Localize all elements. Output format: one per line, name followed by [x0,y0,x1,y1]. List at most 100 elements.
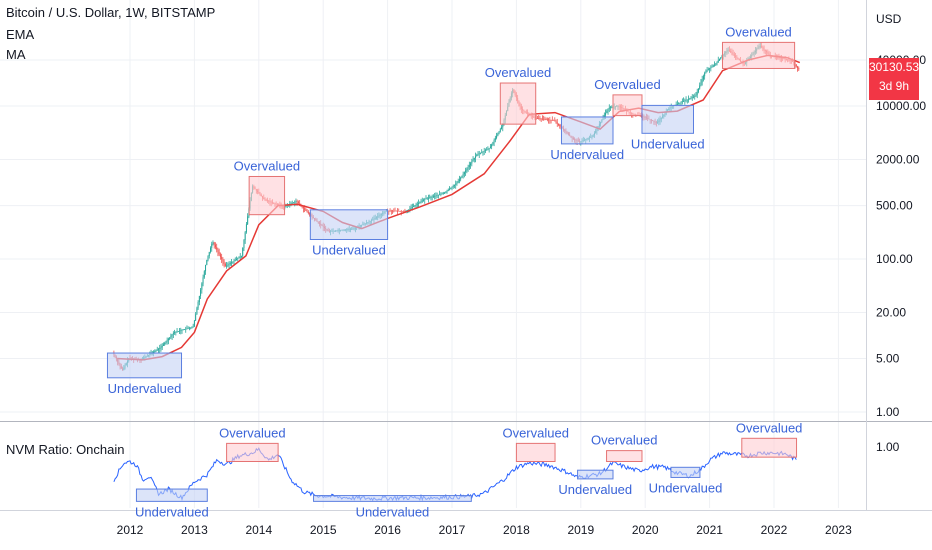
candle-body [187,328,189,329]
price-overvalued-box-5 [612,94,643,117]
candle-body [559,124,561,127]
candle-body [398,211,400,212]
candle-body [408,209,410,211]
candle-body [688,98,690,100]
candle-body [489,146,491,149]
candle-body [553,120,555,121]
candle-body [481,152,483,153]
time-tick-label: 2013 [181,523,208,537]
candle-body [447,189,449,191]
nvm-pane-title[interactable]: NVM Ratio: Onchain [6,442,125,457]
time-tick-label: 2020 [632,523,659,537]
candle-body [153,351,155,353]
candle-body [435,195,437,197]
price-overvalued-box-3 [499,82,537,125]
ma-legend[interactable]: MA [6,47,26,62]
candle-body [306,210,308,213]
candle-body [719,58,721,61]
candle-body [798,68,800,70]
candle-body [493,140,495,143]
ema-legend[interactable]: EMA [6,27,35,42]
candle-body [217,249,219,252]
candle-body [702,76,704,80]
candle-body [462,174,464,176]
candle-body [539,118,541,120]
nvm-undervalued-label-2: Undervalued [356,504,430,519]
candles [113,42,800,371]
candle-body [492,142,494,145]
candle-body [544,119,546,120]
price-tick-label: 5.00 [876,352,900,366]
candle-body [395,210,397,212]
candle-body [684,100,686,102]
candle-body [401,211,403,212]
candle-body [212,242,214,244]
candle-body [233,260,235,262]
candle-body [436,195,438,196]
candle-body [440,194,442,195]
candle-body [197,302,199,309]
candle-body [304,208,306,210]
candle-body [392,210,394,212]
candle-body [285,205,287,207]
candle-body [169,337,171,339]
candle-body [472,159,474,162]
time-tick-label: 2022 [761,523,788,537]
candle-body [541,118,543,120]
candle-body [497,133,499,136]
nvm-overvalued-label-3: Overvalued [502,425,568,440]
time-tick-label: 2018 [503,523,530,537]
candle-body [491,144,493,147]
candle-body [705,71,707,74]
candle-body [165,341,167,344]
candle-body [437,194,439,196]
candle-body [603,115,605,118]
candle-body [198,295,200,303]
candle-body [200,289,202,296]
candle-body [244,232,246,241]
candle-body [795,64,797,67]
nvm-overvalued-box-1 [226,442,279,462]
last-price-badge: 30130.53 3d 9h [869,58,919,100]
candle-body [700,82,702,86]
candle-body [172,332,174,335]
candle-body [416,203,418,205]
candle-body [292,202,294,204]
candle-body [411,207,413,208]
candle-body [427,197,429,199]
candle-body [156,349,158,351]
nvm-overvalued-box-7 [741,437,798,458]
candle-body [556,122,558,124]
price-undervalued-label-0: Undervalued [108,381,182,396]
candle-body [685,99,687,101]
candle-body [195,314,197,321]
price-tick-label: 500.00 [876,199,913,213]
candle-body [694,96,696,97]
candle-body [188,327,190,329]
nvm-overvalued-label-7: Overvalued [736,420,802,435]
price-undervalued-label-6: Undervalued [631,136,705,151]
candle-body [192,326,194,328]
price-overvalued-label-3: Overvalued [485,65,551,80]
candle-body [206,260,208,265]
candle-body [154,351,156,352]
candle-body [484,150,486,151]
nvm-undervalued-box-4 [577,469,614,480]
candle-body [307,212,309,214]
candle-body [299,203,301,205]
price-undervalued-box-2 [309,209,389,240]
candle-body [176,331,178,333]
candle-body [548,119,550,121]
candle-body [701,79,703,83]
candle-body [551,120,553,121]
price-undervalued-box-0 [106,352,183,379]
candle-body [388,210,390,212]
candle-body [157,348,159,350]
price-undervalued-label-2: Undervalued [312,242,386,257]
candle-body [693,96,694,98]
nvm-tick-label: 1.00 [876,440,900,454]
candle-body [415,204,417,206]
candle-body [201,283,203,290]
candle-body [419,202,421,204]
